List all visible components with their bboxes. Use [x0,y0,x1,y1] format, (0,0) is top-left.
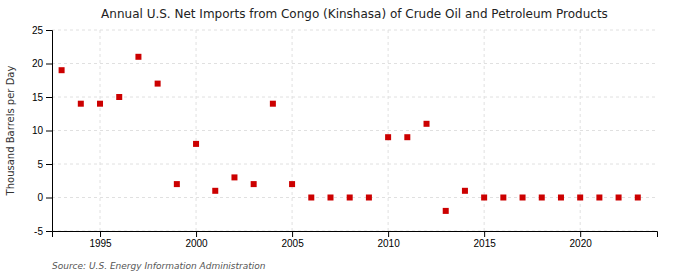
grid-line-y [52,130,657,131]
grid [52,30,657,231]
chart-svg: 1995 2000 2005 2010 2015 2020 -5 0 5 10 15 20 25 Annu… [0,0,675,275]
title: Annual U.S. Net Imports from Congo (Kins… [101,7,608,21]
tick-label: 2015 [474,238,497,249]
point [212,188,218,194]
tick-label: 5 [37,159,43,170]
tick-mark [46,97,52,98]
tick-label: 2010 [377,238,400,249]
point [424,121,430,127]
point [251,181,257,187]
tick-label: -5 [34,226,43,237]
tick-mark [46,131,52,132]
tick-mark [46,64,52,65]
point [481,195,487,201]
tick-mark [46,30,52,31]
tick-mark [46,198,52,199]
y-axis-title: Thousand Barrels per Day [5,66,16,197]
point [404,134,410,140]
tick-mark [100,231,101,237]
grid-line-y [52,164,657,165]
grid-line-y [52,30,657,31]
tick: 5 [37,159,52,170]
tick-label: 15 [32,92,44,103]
point [616,195,622,201]
tick-mark [46,231,52,232]
tick-label: 20 [32,58,44,69]
point [155,81,161,87]
points [59,54,641,214]
tick: 1995 [89,231,112,249]
point [327,195,333,201]
tick: 25 [32,25,52,36]
tick: 2010 [377,231,400,249]
tick: 10 [32,125,52,136]
point [462,188,468,194]
point [366,195,372,201]
point [577,195,583,201]
point [520,195,526,201]
point [443,208,449,214]
tick: 2020 [570,231,593,249]
tick-label: 25 [32,25,44,36]
point [59,67,65,73]
x-axis: 1995 2000 2005 2010 2015 2020 [53,231,658,249]
point [558,195,564,201]
plot-area: 1995 2000 2005 2010 2015 2020 -5 0 5 10 15 20 25 [32,25,658,249]
tick-label: 2000 [185,238,208,249]
tick-mark [580,231,581,237]
point [385,134,391,140]
tick-label: 0 [37,192,43,203]
point [270,101,276,107]
tick: 20 [32,58,52,69]
tick: 2015 [474,231,497,249]
annotation: Source: U.S. Energy Information Administ… [52,261,266,271]
point [78,101,84,107]
tick-mark [484,231,485,237]
tick-mark [292,231,293,237]
point [193,141,199,147]
tick-mark [388,231,389,237]
grid-line-y [52,97,657,98]
axis-line [46,31,53,232]
point [116,94,122,100]
tick: 0 [37,192,52,203]
tick-label: 1995 [89,238,112,249]
point [596,195,602,201]
tick-label: 2020 [570,238,593,249]
point [539,195,545,201]
chart-container: 1995 2000 2005 2010 2015 2020 -5 0 5 10 15 20 25 Annu… [0,0,675,275]
point [289,181,295,187]
tick-label: 2005 [281,238,304,249]
tick-label: 10 [32,125,44,136]
axis-line [53,232,658,238]
tick: 15 [32,92,52,103]
y-axis: -5 0 5 10 15 20 25 [32,25,53,237]
point [231,174,237,180]
point [347,195,353,201]
point [308,195,314,201]
tick-mark [196,231,197,237]
tick-mark [46,164,52,165]
grid-line-y [52,197,657,198]
tick: 2005 [281,231,304,249]
point [97,101,103,107]
tick: 2000 [185,231,208,249]
tick: -5 [34,226,52,237]
point [135,54,141,60]
point [500,195,506,201]
grid-line-y [52,63,657,64]
point [174,181,180,187]
point [635,195,641,201]
